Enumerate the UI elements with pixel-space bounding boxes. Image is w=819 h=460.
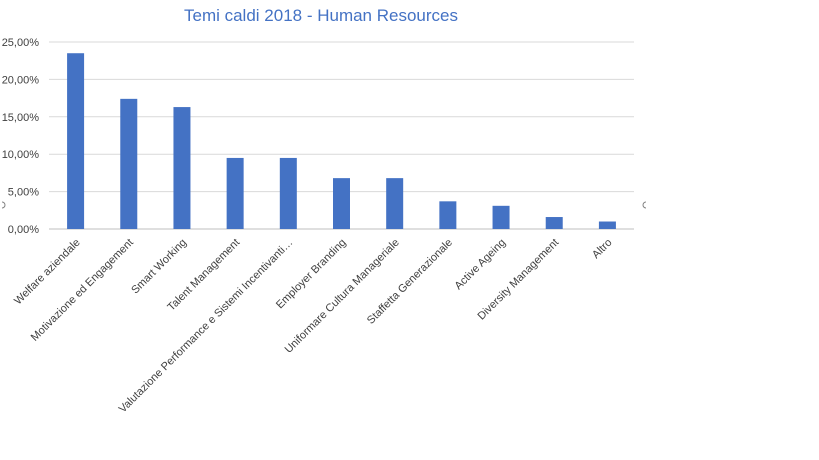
bar bbox=[279, 157, 297, 229]
bar bbox=[120, 98, 138, 230]
y-tick-label: 15,00% bbox=[2, 112, 40, 124]
bar bbox=[333, 178, 350, 229]
bar bbox=[67, 53, 85, 229]
y-tick-label: 5,00% bbox=[8, 187, 39, 199]
x-category-label: Smart Working bbox=[129, 237, 189, 297]
y-axis-tick-labels: 0,00% 5,00% 10,00% 15,00% 20,00% 25,00% bbox=[2, 37, 40, 236]
chart-edge-marker bbox=[642, 201, 647, 209]
x-category-label: Active Ageing bbox=[453, 237, 509, 293]
y-tick-label: 10,00% bbox=[2, 149, 40, 161]
y-tick-label: 0,00% bbox=[8, 224, 39, 236]
bar bbox=[492, 205, 510, 229]
gridlines bbox=[49, 41, 634, 193]
x-category-label: Uniformare Cultura Manageriale bbox=[283, 237, 402, 356]
bars bbox=[67, 53, 616, 230]
bar bbox=[439, 201, 457, 229]
bar bbox=[545, 217, 563, 229]
y-tick-label: 25,00% bbox=[2, 37, 40, 49]
bar bbox=[386, 178, 404, 229]
chart-area-edge-markers bbox=[1, 201, 647, 209]
chart-title: Temi caldi 2018 - Human Resources bbox=[184, 6, 458, 25]
chart-edge-marker bbox=[1, 201, 6, 209]
bar bbox=[226, 157, 244, 229]
x-category-label: Motivazione ed Engagement bbox=[29, 237, 136, 344]
x-category-label: Altro bbox=[590, 237, 614, 261]
y-tick-label: 20,00% bbox=[2, 74, 40, 86]
bar bbox=[173, 107, 191, 229]
bar bbox=[598, 221, 616, 229]
